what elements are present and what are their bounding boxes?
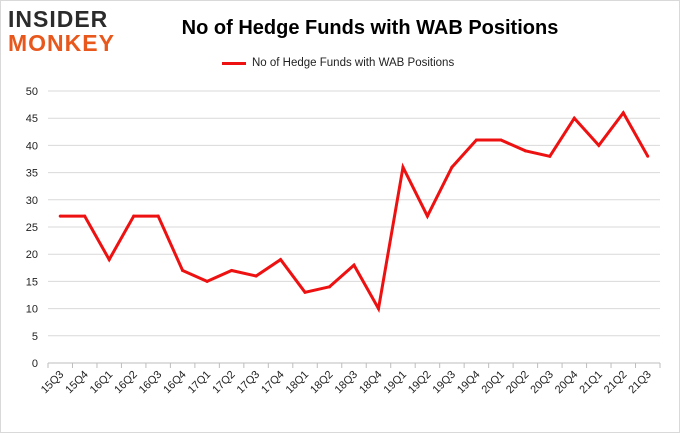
x-tick-label-19Q1: 19Q1 <box>382 369 410 397</box>
x-tick-label-19Q3: 19Q3 <box>431 369 459 397</box>
data-point-21Q1 <box>597 143 601 147</box>
y-tick-label-5: 5 <box>32 331 38 343</box>
data-point-17Q2 <box>230 269 234 273</box>
y-tick-label-15: 15 <box>26 276 38 288</box>
x-tick-label-17Q4: 17Q4 <box>259 369 287 397</box>
x-tick-label-18Q3: 18Q3 <box>333 369 361 397</box>
data-point-20Q1 <box>499 138 503 142</box>
x-tick-label-21Q2: 21Q2 <box>602 369 630 397</box>
x-tick-label-18Q4: 18Q4 <box>357 369 385 397</box>
y-tick-label-40: 40 <box>26 140 38 152</box>
data-point-15Q3 <box>58 214 62 218</box>
data-point-18Q4 <box>376 307 380 311</box>
y-tick-label-20: 20 <box>26 249 38 261</box>
logo-line-2: MONKEY <box>8 30 115 56</box>
data-point-17Q4 <box>279 258 283 262</box>
x-tick-label-17Q3: 17Q3 <box>235 369 263 397</box>
y-tick-label-35: 35 <box>26 168 38 180</box>
x-tick-label-21Q1: 21Q1 <box>577 369 605 397</box>
x-tick-label-20Q2: 20Q2 <box>504 369 532 397</box>
chart-legend: No of Hedge Funds with WAB Positions <box>222 55 454 71</box>
chart-title: No of Hedge Funds with WAB Positions <box>181 17 559 39</box>
x-tick-label-20Q1: 20Q1 <box>479 369 507 397</box>
data-point-18Q3 <box>352 263 356 267</box>
x-tick-label-18Q2: 18Q2 <box>308 369 336 397</box>
data-point-18Q1 <box>303 290 307 294</box>
data-point-20Q3 <box>548 154 552 158</box>
data-point-16Q1 <box>107 258 111 262</box>
series-line-0 <box>60 110 650 314</box>
y-tick-label-10: 10 <box>26 304 38 316</box>
data-point-17Q1 <box>205 279 209 283</box>
y-tick-label-0: 0 <box>32 358 38 370</box>
x-tick-label-18Q1: 18Q1 <box>284 369 312 397</box>
data-point-16Q4 <box>181 269 185 273</box>
data-point-19Q4 <box>474 138 478 142</box>
x-tick-label-21Q3: 21Q3 <box>626 369 654 397</box>
x-tick-label-15Q4: 15Q4 <box>63 369 91 397</box>
logo-line-1: INSIDER <box>8 6 109 32</box>
y-tick-label-25: 25 <box>26 222 38 234</box>
data-point-16Q3 <box>156 214 160 218</box>
data-point-20Q2 <box>523 149 527 153</box>
data-point-21Q3 <box>646 154 650 158</box>
data-point-21Q2 <box>621 111 625 115</box>
x-tick-label-16Q1: 16Q1 <box>88 369 116 397</box>
y-tick-label-30: 30 <box>26 195 38 207</box>
data-point-18Q2 <box>328 285 332 289</box>
x-tick-label-19Q4: 19Q4 <box>455 369 483 397</box>
legend-line-swatch <box>222 61 246 65</box>
data-point-17Q3 <box>254 274 258 278</box>
x-tick-label-16Q3: 16Q3 <box>137 369 165 397</box>
x-tick-label-17Q1: 17Q1 <box>186 369 214 397</box>
y-tick-label-50: 50 <box>26 86 38 98</box>
data-point-19Q1 <box>401 165 405 169</box>
x-tick-label-17Q2: 17Q2 <box>210 369 238 397</box>
data-point-19Q2 <box>425 214 429 218</box>
data-point-16Q2 <box>132 214 136 218</box>
data-point-20Q4 <box>572 116 576 120</box>
x-tick-label-15Q3: 15Q3 <box>39 369 67 397</box>
x-tick-label-20Q4: 20Q4 <box>553 369 581 397</box>
insider-monkey-logo: INSIDER MONKEY <box>8 7 128 57</box>
x-tick-label-19Q2: 19Q2 <box>406 369 434 397</box>
x-tick-label-20Q3: 20Q3 <box>528 369 556 397</box>
x-tick-label-16Q4: 16Q4 <box>161 369 189 397</box>
legend-label: No of Hedge Funds with WAB Positions <box>252 57 455 69</box>
y-tick-label-45: 45 <box>26 113 38 125</box>
data-point-19Q3 <box>450 165 454 169</box>
data-point-15Q4 <box>83 214 87 218</box>
x-tick-label-16Q2: 16Q2 <box>112 369 140 397</box>
